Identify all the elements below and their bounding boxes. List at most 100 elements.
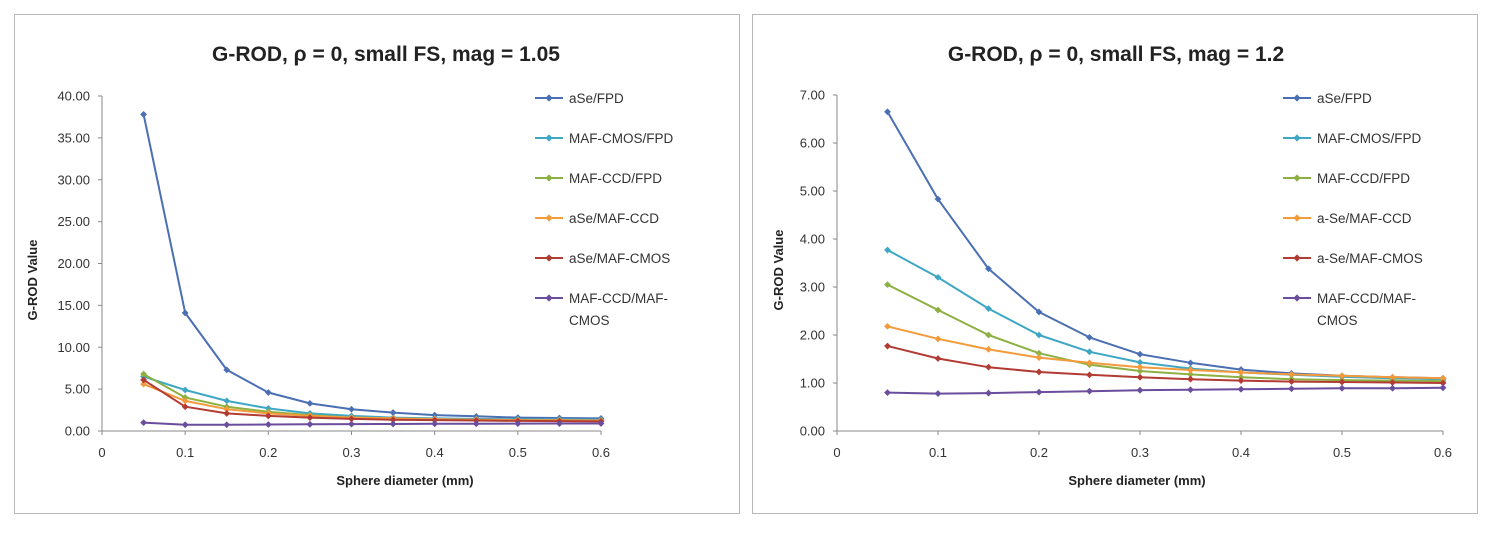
y-tick-label: 20.00 bbox=[57, 256, 90, 271]
data-point bbox=[1187, 366, 1194, 374]
series-line bbox=[143, 421, 601, 426]
y-tick-label: 5.00 bbox=[65, 382, 90, 397]
data-point bbox=[1439, 374, 1447, 382]
data-point bbox=[1035, 349, 1043, 357]
data-point bbox=[1338, 384, 1346, 392]
x-tick-label: 0.4 bbox=[1232, 445, 1250, 460]
x-tick-label: 0.6 bbox=[1434, 445, 1452, 460]
data-point bbox=[1187, 370, 1194, 378]
data-point bbox=[556, 420, 563, 427]
legend-label: MAF-CCD/FPD bbox=[569, 171, 662, 186]
data-point bbox=[985, 265, 992, 273]
data-point bbox=[264, 389, 272, 396]
data-point bbox=[389, 409, 397, 416]
data-point bbox=[1288, 370, 1295, 378]
legend-label: MAF-CMOS/FPD bbox=[569, 131, 673, 146]
data-point bbox=[934, 274, 942, 281]
data-point bbox=[934, 195, 942, 203]
data-point bbox=[1136, 367, 1144, 375]
legend-marker bbox=[545, 294, 553, 302]
data-point bbox=[1389, 373, 1396, 381]
data-point bbox=[1288, 378, 1295, 385]
series-line bbox=[143, 383, 602, 422]
series-line bbox=[887, 345, 1444, 384]
legend-marker bbox=[545, 94, 553, 102]
data-point bbox=[884, 108, 891, 116]
x-axis-title: Sphere diameter (mm) bbox=[336, 473, 473, 488]
x-tick-label: 0.4 bbox=[426, 445, 444, 460]
data-point bbox=[1086, 387, 1093, 395]
y-tick-label: 1.00 bbox=[800, 376, 825, 391]
legend-label: MAF-CCD/FPD bbox=[1317, 171, 1410, 186]
x-axis-title: Sphere diameter (mm) bbox=[1068, 473, 1205, 488]
legend-label: aSe/MAF-CCD bbox=[569, 211, 659, 226]
y-tick-label: 4.00 bbox=[800, 232, 825, 247]
legend-label: MAF-CMOS/FPD bbox=[1317, 131, 1421, 146]
data-point bbox=[985, 305, 992, 312]
data-point bbox=[1338, 378, 1346, 386]
data-point bbox=[431, 416, 439, 424]
data-point bbox=[223, 410, 231, 417]
legend-label: MAF-CCD/MAF- bbox=[569, 291, 668, 306]
data-point bbox=[264, 421, 272, 428]
data-point bbox=[884, 389, 891, 396]
series-line bbox=[887, 386, 1444, 395]
y-tick-label: 5.00 bbox=[800, 184, 825, 199]
data-point bbox=[1389, 379, 1396, 386]
y-tick-label: 0.00 bbox=[800, 424, 825, 439]
y-axis-title: G-ROD Value bbox=[771, 230, 786, 311]
data-point bbox=[1237, 369, 1245, 376]
data-point bbox=[181, 397, 189, 405]
data-point bbox=[348, 405, 355, 413]
y-tick-label: 30.00 bbox=[57, 172, 90, 187]
data-point bbox=[514, 420, 522, 428]
legend-marker bbox=[1293, 294, 1301, 302]
data-point bbox=[306, 420, 314, 428]
plot-area: 0.00 5.00 10.00 15.00 20.00 25.00 30.00 35.00 40… bbox=[57, 89, 673, 461]
data-point bbox=[431, 420, 439, 428]
x-tick-label: 0.3 bbox=[342, 445, 360, 460]
x-tick-label: 0.2 bbox=[259, 445, 277, 460]
data-point bbox=[985, 363, 992, 371]
data-point bbox=[884, 342, 891, 350]
series-line bbox=[142, 114, 602, 420]
y-tick-label: 0.00 bbox=[65, 424, 90, 439]
legend-marker bbox=[545, 254, 553, 262]
series-line bbox=[887, 283, 1444, 383]
series-line bbox=[143, 379, 602, 423]
legend-marker bbox=[1293, 94, 1301, 102]
legend-label: aSe/FPD bbox=[1317, 91, 1372, 106]
series-line bbox=[143, 375, 602, 421]
data-point bbox=[884, 246, 891, 254]
data-point bbox=[140, 419, 147, 427]
data-point bbox=[1035, 354, 1043, 361]
data-point bbox=[389, 416, 397, 424]
data-point bbox=[1389, 384, 1396, 392]
x-tick-label: 0 bbox=[98, 445, 105, 460]
data-point bbox=[223, 397, 231, 405]
y-tick-label: 15.00 bbox=[57, 298, 90, 313]
data-point bbox=[1237, 377, 1245, 384]
data-point bbox=[1187, 359, 1194, 367]
data-point bbox=[1035, 368, 1043, 376]
data-point bbox=[348, 415, 355, 423]
y-tick-label: 7.00 bbox=[800, 88, 825, 103]
y-tick-label: 35.00 bbox=[57, 130, 90, 145]
data-point bbox=[884, 322, 891, 330]
chart-title: G-ROD, ρ = 0, small FS, mag = 1.05 bbox=[212, 43, 560, 66]
data-point bbox=[1035, 308, 1043, 316]
y-axis-title: G-ROD Value bbox=[25, 240, 40, 321]
data-point bbox=[1136, 350, 1144, 358]
data-point bbox=[1086, 334, 1093, 341]
legend-marker bbox=[1293, 134, 1301, 142]
legend-label: CMOS bbox=[1317, 313, 1358, 328]
data-point bbox=[140, 380, 147, 388]
data-point bbox=[1439, 379, 1447, 387]
plot-area: 0.00 1.00 2.00 3.00 4.00 5.00 6.00 7.00 0 0.1 0.2 0… bbox=[800, 88, 1452, 461]
legend-label: a-Se/MAF-CMOS bbox=[1317, 251, 1423, 266]
data-point bbox=[389, 420, 397, 428]
data-point bbox=[223, 366, 231, 374]
data-point bbox=[1136, 386, 1144, 394]
data-point bbox=[181, 386, 189, 394]
y-tick-label: 2.00 bbox=[800, 328, 825, 343]
